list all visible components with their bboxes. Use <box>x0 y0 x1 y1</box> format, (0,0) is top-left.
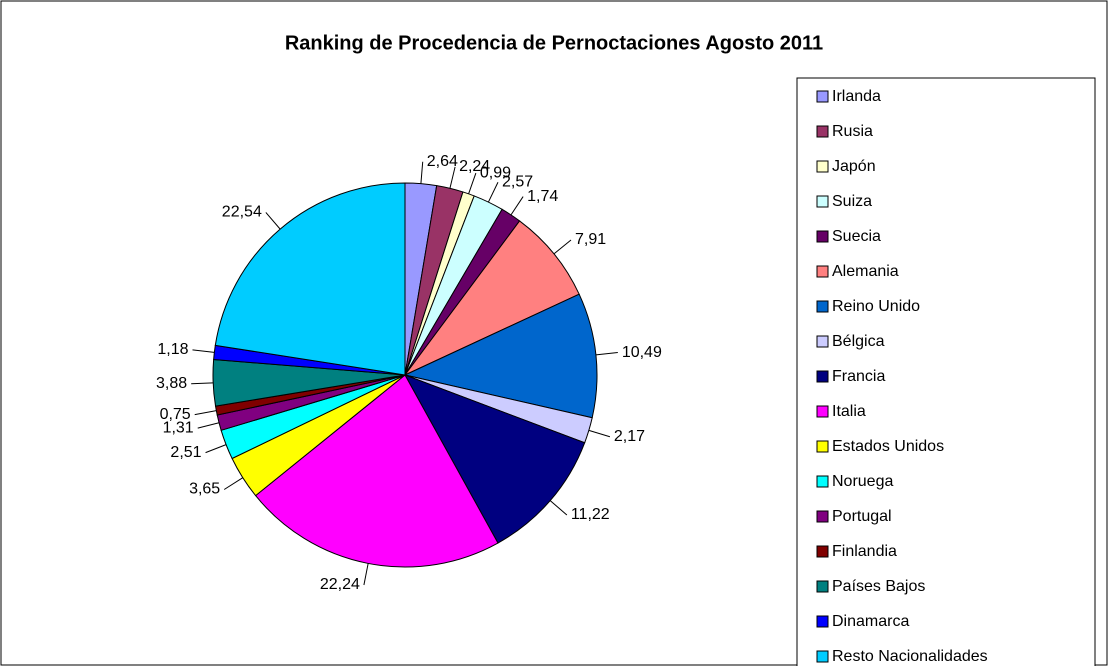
legend-swatch <box>816 195 829 208</box>
legend-swatch <box>816 405 829 418</box>
legend-label: Portugal <box>832 508 892 525</box>
legend-label: Alemania <box>832 263 899 280</box>
legend-swatch <box>816 615 829 628</box>
legend-label: Estados Unidos <box>832 438 944 455</box>
legend-label: Países Bajos <box>832 578 925 595</box>
legend-label: Dinamarca <box>832 613 909 630</box>
data-label: 2,24 <box>459 158 490 175</box>
legend-label: Suiza <box>832 193 872 210</box>
legend-swatch <box>816 475 829 488</box>
legend-swatch <box>816 370 829 383</box>
legend-swatch <box>816 265 829 278</box>
legend-label: Noruega <box>832 473 893 490</box>
leader-line <box>197 422 220 429</box>
leader-line <box>510 196 524 216</box>
legend-swatch <box>816 230 829 243</box>
legend-swatch <box>816 650 829 663</box>
data-label: 11,22 <box>571 506 610 523</box>
legend-label: Francia <box>832 368 885 385</box>
legend-label: Bélgica <box>832 333 885 350</box>
data-label: 0,75 <box>160 406 191 423</box>
data-label: 0,99 <box>480 164 511 181</box>
legend-label: Suecia <box>832 228 881 245</box>
legend-swatch <box>816 335 829 348</box>
legend-label: Japón <box>832 158 876 175</box>
legend-swatch <box>816 545 829 558</box>
data-label: 3,65 <box>189 481 220 498</box>
leader-line <box>553 239 572 255</box>
data-label: 1,18 <box>157 341 188 358</box>
leader-line <box>265 212 281 230</box>
legend-box <box>796 77 1096 666</box>
leader-line <box>449 166 456 189</box>
data-label: 10,49 <box>622 344 662 361</box>
pie-slice <box>214 182 406 376</box>
leader-line <box>595 352 618 356</box>
leader-line <box>588 429 611 438</box>
data-label: 22,24 <box>320 576 360 593</box>
leader-line <box>468 172 477 195</box>
legend-label: Reino Unido <box>832 298 920 315</box>
pie-slice <box>404 220 580 376</box>
legend-label: Resto Nacionalidades <box>832 648 988 665</box>
data-label: 3,88 <box>156 375 187 392</box>
legend-swatch <box>816 90 829 103</box>
data-label: 2,57 <box>502 173 533 190</box>
pie-slice <box>403 293 598 419</box>
legend-label: Rusia <box>832 123 873 140</box>
data-label: 2,51 <box>170 444 201 461</box>
legend-swatch <box>816 510 829 523</box>
leader-line <box>363 563 369 586</box>
data-label: 22,54 <box>222 204 262 221</box>
leader-line <box>223 477 244 490</box>
legend-swatch <box>816 300 829 313</box>
chart-title: Ranking de Procedencia de Pernoctaciones… <box>285 32 823 54</box>
data-label: 2,64 <box>427 153 458 170</box>
data-label: 2,17 <box>614 428 645 445</box>
legend-label: Italia <box>832 403 866 420</box>
legend-label: Irlanda <box>832 88 881 105</box>
legend-swatch <box>816 125 829 138</box>
leader-line <box>205 444 227 454</box>
data-label: 7,91 <box>575 231 606 248</box>
legend-swatch <box>816 440 829 453</box>
legend-label: Finlandia <box>832 543 897 560</box>
leader-line <box>191 382 214 385</box>
leader-line <box>487 182 499 203</box>
legend-swatch <box>816 160 829 173</box>
legend-swatch <box>816 580 829 593</box>
leader-line <box>192 349 215 353</box>
data-label: 1,74 <box>527 188 558 205</box>
leader-line <box>194 410 217 416</box>
leader-line <box>420 161 424 184</box>
leader-line <box>549 500 568 516</box>
data-label: 1,31 <box>163 419 194 436</box>
